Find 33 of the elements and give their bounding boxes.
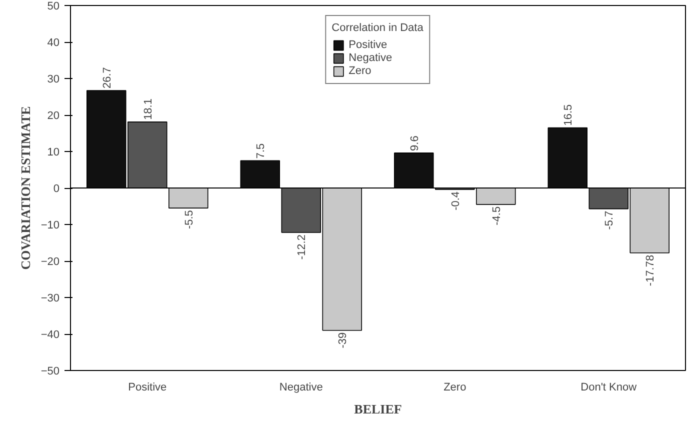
data-label: -17.78 [644,254,657,286]
data-label: 9.6 [408,136,421,151]
y-tick-label: 40 [47,37,60,49]
data-label: 26.7 [101,67,114,89]
x-tick-label: Zero [444,382,466,394]
y-tick-label: 0 [53,183,60,195]
y-tick-label: −30 [40,292,60,304]
y-tick-label: 30 [47,74,60,86]
y-tick-label: −20 [40,256,60,268]
data-label: 7.5 [255,143,268,159]
x-axis-title: BELIEF [354,402,402,416]
data-label: -0.4 [450,191,462,210]
legend-label: Negative [348,52,392,64]
data-label: 18.1 [142,98,154,120]
legend-title: Correlation in Data [332,22,424,34]
y-tick-label: 50 [47,0,60,12]
x-tick-label: Negative [279,382,323,394]
y-axis-title: COVARIATION ESTIMATE [18,106,33,270]
y-tick-label: 10 [47,146,60,158]
y-tick-label: −10 [40,220,60,232]
y-tick-label: −40 [40,329,60,341]
data-label: 16.5 [562,104,575,126]
x-tick-label: Positive [128,382,167,394]
data-label: -39 [337,332,350,348]
data-label: -12.2 [296,234,308,260]
x-tick-label: Don't Know [580,382,637,394]
data-label: -5.5 [183,210,196,230]
legend-label: Positive [348,39,388,51]
y-tick-label: −50 [40,366,60,378]
legend-label: Zero [348,65,372,77]
y-tick-label: 20 [47,110,60,122]
data-label: -4.5 [490,206,503,226]
data-label: -5.7 [604,210,616,230]
